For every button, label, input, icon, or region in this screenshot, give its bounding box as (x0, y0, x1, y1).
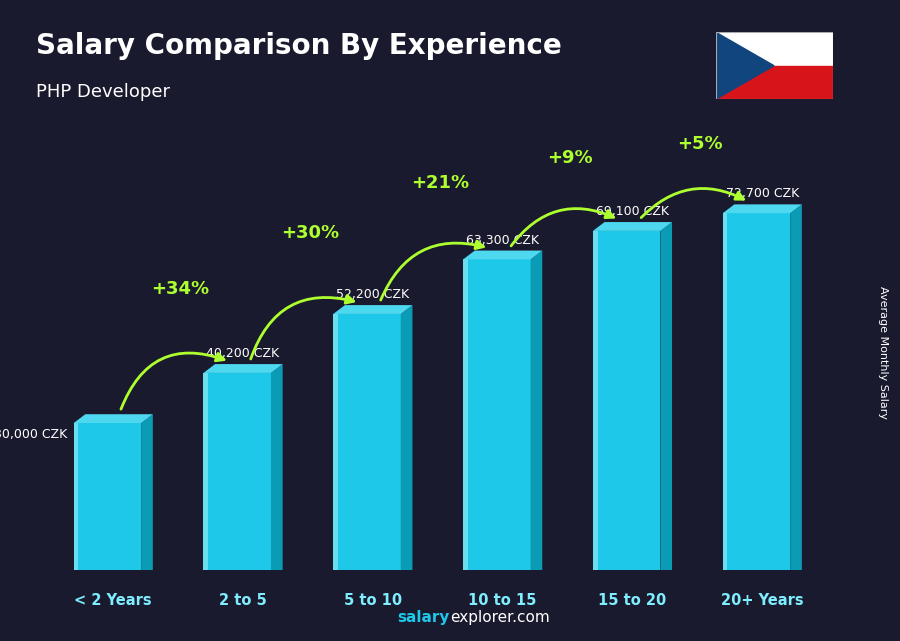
Text: 20+ Years: 20+ Years (721, 592, 804, 608)
Polygon shape (593, 231, 661, 570)
Text: 5 to 10: 5 to 10 (344, 592, 402, 608)
Text: PHP Developer: PHP Developer (36, 83, 170, 101)
Polygon shape (716, 32, 774, 99)
FancyArrowPatch shape (511, 208, 614, 246)
Bar (716, 32, 832, 66)
Polygon shape (723, 204, 802, 213)
Polygon shape (141, 414, 153, 570)
Text: Average Monthly Salary: Average Monthly Salary (878, 286, 887, 419)
Text: +9%: +9% (547, 149, 593, 167)
Polygon shape (464, 260, 531, 570)
Text: +30%: +30% (281, 224, 339, 242)
Polygon shape (661, 222, 672, 570)
Text: explorer.com: explorer.com (450, 610, 550, 625)
Polygon shape (203, 373, 271, 570)
Polygon shape (790, 204, 802, 570)
Text: 2 to 5: 2 to 5 (220, 592, 267, 608)
Polygon shape (74, 414, 153, 423)
Polygon shape (74, 423, 141, 570)
Polygon shape (464, 260, 468, 570)
FancyArrowPatch shape (381, 241, 483, 300)
Polygon shape (271, 364, 283, 570)
FancyArrowPatch shape (641, 188, 743, 217)
Polygon shape (74, 423, 78, 570)
Polygon shape (203, 364, 283, 373)
Polygon shape (464, 251, 542, 260)
Polygon shape (203, 373, 208, 570)
Text: < 2 Years: < 2 Years (75, 592, 152, 608)
Text: salary: salary (398, 610, 450, 625)
Polygon shape (531, 251, 542, 570)
Text: 52,200 CZK: 52,200 CZK (337, 288, 410, 301)
Polygon shape (593, 222, 672, 231)
Text: 69,100 CZK: 69,100 CZK (596, 205, 669, 218)
Text: Salary Comparison By Experience: Salary Comparison By Experience (36, 32, 562, 60)
Text: +5%: +5% (677, 135, 723, 153)
Polygon shape (723, 213, 727, 570)
Polygon shape (333, 305, 412, 314)
Polygon shape (593, 231, 598, 570)
Text: 10 to 15: 10 to 15 (469, 592, 536, 608)
Text: 30,000 CZK: 30,000 CZK (0, 428, 68, 442)
Text: 63,300 CZK: 63,300 CZK (466, 233, 539, 247)
FancyArrowPatch shape (251, 296, 354, 359)
Polygon shape (400, 305, 412, 570)
Text: 40,200 CZK: 40,200 CZK (206, 347, 280, 360)
FancyArrowPatch shape (121, 353, 224, 409)
Polygon shape (333, 314, 338, 570)
Text: +21%: +21% (411, 174, 469, 192)
Polygon shape (723, 213, 790, 570)
Text: 72,700 CZK: 72,700 CZK (725, 187, 799, 201)
Polygon shape (333, 314, 400, 570)
Bar (716, 66, 832, 99)
Text: +34%: +34% (151, 279, 210, 297)
Text: 15 to 20: 15 to 20 (598, 592, 667, 608)
